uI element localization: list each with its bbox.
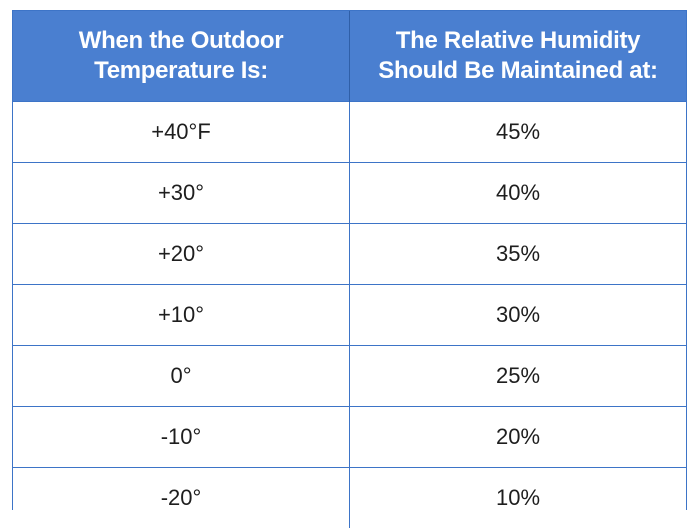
humidity-table-container: When the Outdoor Temperature Is: The Rel… bbox=[12, 10, 687, 510]
table-row: 0° 25% bbox=[13, 346, 686, 407]
table-row: +40°F 45% bbox=[13, 102, 686, 163]
humidity-cell: 40% bbox=[350, 163, 687, 224]
temperature-cell: 0° bbox=[13, 346, 350, 407]
humidity-cell: 45% bbox=[350, 102, 687, 163]
header-relative-humidity: The Relative Humidity Should Be Maintain… bbox=[350, 11, 687, 102]
temperature-cell: +30° bbox=[13, 163, 350, 224]
header-line: When the Outdoor bbox=[19, 26, 343, 56]
temperature-cell: +20° bbox=[13, 224, 350, 285]
table-row: +20° 35% bbox=[13, 224, 686, 285]
humidity-cell: 25% bbox=[350, 346, 687, 407]
humidity-table: When the Outdoor Temperature Is: The Rel… bbox=[13, 11, 686, 528]
humidity-cell: 20% bbox=[350, 407, 687, 468]
header-outdoor-temperature: When the Outdoor Temperature Is: bbox=[13, 11, 350, 102]
table-row: +30° 40% bbox=[13, 163, 686, 224]
temperature-cell: -10° bbox=[13, 407, 350, 468]
header-line: Temperature Is: bbox=[19, 56, 343, 86]
temperature-cell: +10° bbox=[13, 285, 350, 346]
header-line: The Relative Humidity bbox=[356, 26, 680, 56]
humidity-cell: 30% bbox=[350, 285, 687, 346]
table-row: -10° 20% bbox=[13, 407, 686, 468]
table-header-row: When the Outdoor Temperature Is: The Rel… bbox=[13, 11, 686, 102]
humidity-cell: 35% bbox=[350, 224, 687, 285]
table-row: -20° 10% bbox=[13, 468, 686, 528]
humidity-cell: 10% bbox=[350, 468, 687, 528]
table-row: +10° 30% bbox=[13, 285, 686, 346]
temperature-cell: -20° bbox=[13, 468, 350, 528]
temperature-cell: +40°F bbox=[13, 102, 350, 163]
header-line: Should Be Maintained at: bbox=[356, 56, 680, 86]
